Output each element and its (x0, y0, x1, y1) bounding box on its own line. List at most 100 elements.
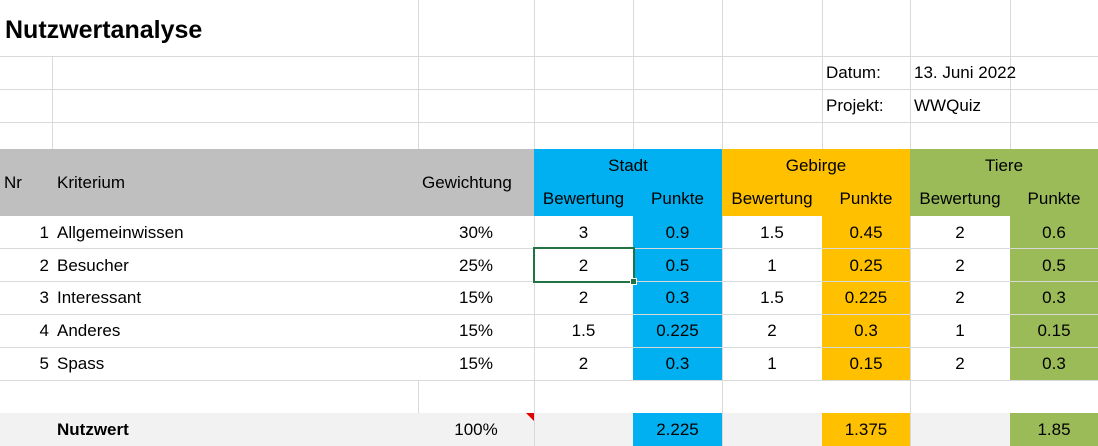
row-weight[interactable]: 30% (458, 223, 494, 242)
page-title: Nutzwertanalyse (5, 16, 203, 44)
tiere-points-column-fill (1010, 216, 1098, 381)
row-weight[interactable]: 15% (458, 288, 494, 307)
project-label: Projekt: (826, 96, 884, 115)
tiere-rating-header: Bewertung (919, 189, 1001, 208)
grid-col-line (534, 0, 535, 149)
gebirge-rating-header: Bewertung (731, 189, 813, 208)
tiere-points-cell[interactable]: 0.5 (1042, 256, 1066, 275)
tiere-points-cell[interactable]: 0.3 (1042, 288, 1066, 307)
grid-col-line (910, 216, 911, 446)
stadt-header-fill (534, 149, 722, 216)
selected-cell-outline[interactable] (533, 247, 635, 283)
grid-col-line (910, 0, 911, 149)
stadt-rating-header: Bewertung (542, 189, 625, 208)
gebirge-rating-cell[interactable]: 1 (767, 256, 777, 275)
grid-col-line (722, 0, 723, 149)
row-criterion[interactable]: Anderes (57, 321, 121, 340)
gebirge-points-cell[interactable]: 0.3 (854, 321, 878, 340)
stadt-points-cell[interactable]: 0.225 (656, 321, 699, 340)
tiere-rating-cell[interactable]: 2 (955, 288, 965, 307)
stadt-points-cell[interactable]: 0.3 (665, 354, 690, 373)
gebirge-points-cell[interactable]: 0.25 (849, 256, 883, 275)
grid-col-line (822, 0, 823, 149)
gebirge-rating-cell[interactable]: 1.5 (760, 288, 784, 307)
grid-col-line (722, 216, 723, 446)
gebirge-rating-cell[interactable]: 2 (767, 321, 777, 340)
stadt-rating-cell[interactable]: 2 (578, 256, 589, 275)
comment-indicator[interactable] (526, 413, 534, 421)
group-tiere-label: Tiere (984, 156, 1024, 175)
row-weight[interactable]: 15% (458, 321, 494, 340)
stadt-total[interactable]: 2.225 (656, 420, 699, 439)
total-row-fill (0, 413, 1098, 446)
grid-row-line (0, 347, 1098, 348)
gebirge-header-fill (722, 149, 910, 216)
total-label[interactable]: Nutzwert (57, 420, 129, 439)
grid-col-line (52, 56, 53, 149)
stadt-points-header: Punkte (651, 189, 704, 208)
tiere-points-cell[interactable]: 0.15 (1037, 321, 1071, 340)
tiere-rating-cell[interactable]: 2 (955, 223, 965, 242)
stadt-rating-cell[interactable]: 2 (578, 354, 589, 373)
grid-col-line (534, 216, 535, 446)
row-nr[interactable]: 5 (39, 354, 49, 373)
grid-row-line (0, 122, 1098, 123)
gebirge-total[interactable]: 1.375 (844, 420, 888, 439)
grid-row-line (0, 89, 1098, 90)
gebirge-rating-cell[interactable]: 1.5 (760, 223, 784, 242)
tiere-rating-cell[interactable]: 2 (955, 256, 965, 275)
header-nr: Nr (4, 173, 22, 192)
stadt-points-cell[interactable]: 0.3 (665, 288, 690, 307)
group-gebirge-label: Gebirge (785, 156, 847, 175)
date-label: Datum: (826, 63, 881, 82)
row-nr[interactable]: 1 (39, 223, 49, 242)
gebirge-points-cell[interactable]: 0.45 (849, 223, 883, 242)
row-nr[interactable]: 3 (39, 288, 49, 307)
row-nr[interactable]: 2 (39, 256, 49, 275)
grid-col-line (633, 0, 634, 149)
grid-col-line (418, 381, 419, 413)
header-weight: Gewichtung (422, 173, 512, 192)
grid-col-line (418, 0, 419, 149)
header-gray-fill (0, 149, 534, 216)
tiere-total-fill (1010, 413, 1098, 446)
project-value[interactable]: WWQuiz (914, 96, 982, 115)
stadt-points-column-fill (633, 216, 722, 381)
stadt-rating-cell[interactable]: 3 (578, 223, 589, 242)
row-criterion[interactable]: Allgemeinwissen (57, 223, 184, 242)
gebirge-points-cell[interactable]: 0.15 (849, 354, 883, 373)
tiere-points-cell[interactable]: 0.3 (1042, 354, 1066, 373)
row-weight[interactable]: 25% (458, 256, 494, 275)
fill-handle[interactable] (630, 278, 637, 285)
grid-row-line (0, 314, 1098, 315)
gebirge-points-cell[interactable]: 0.225 (844, 288, 888, 307)
tiere-header-fill (910, 149, 1098, 216)
stadt-rating-cell[interactable]: 1.5 (571, 321, 596, 340)
row-nr[interactable]: 4 (39, 321, 49, 340)
grid-row-line (0, 380, 1098, 381)
row-criterion[interactable]: Spass (57, 354, 105, 373)
tiere-total[interactable]: 1.85 (1037, 420, 1071, 439)
tiere-points-header: Punkte (1027, 189, 1081, 208)
row-criterion[interactable]: Interessant (57, 288, 142, 307)
grid-row-line (0, 56, 1098, 57)
group-stadt-label: Stadt (608, 156, 648, 175)
row-criterion[interactable]: Besucher (57, 256, 129, 275)
header-criterion: Kriterium (57, 173, 126, 192)
tiere-rating-cell[interactable]: 2 (955, 354, 965, 373)
stadt-points-cell[interactable]: 0.5 (665, 256, 690, 275)
grid-col-line (1010, 0, 1011, 149)
tiere-rating-cell[interactable]: 1 (955, 321, 965, 340)
stadt-points-cell[interactable]: 0.9 (665, 223, 690, 242)
stadt-rating-cell[interactable]: 2 (578, 288, 589, 307)
gebirge-points-column-fill (822, 216, 910, 381)
tiere-points-cell[interactable]: 0.6 (1042, 223, 1066, 242)
row-weight[interactable]: 15% (458, 354, 494, 373)
gebirge-rating-cell[interactable]: 1 (767, 354, 777, 373)
date-value[interactable]: 13. Juni 2022 (914, 63, 1017, 82)
stadt-total-fill (633, 413, 722, 446)
gebirge-points-header: Punkte (839, 189, 893, 208)
gebirge-total-fill (822, 413, 910, 446)
total-weight[interactable]: 100% (454, 420, 498, 439)
